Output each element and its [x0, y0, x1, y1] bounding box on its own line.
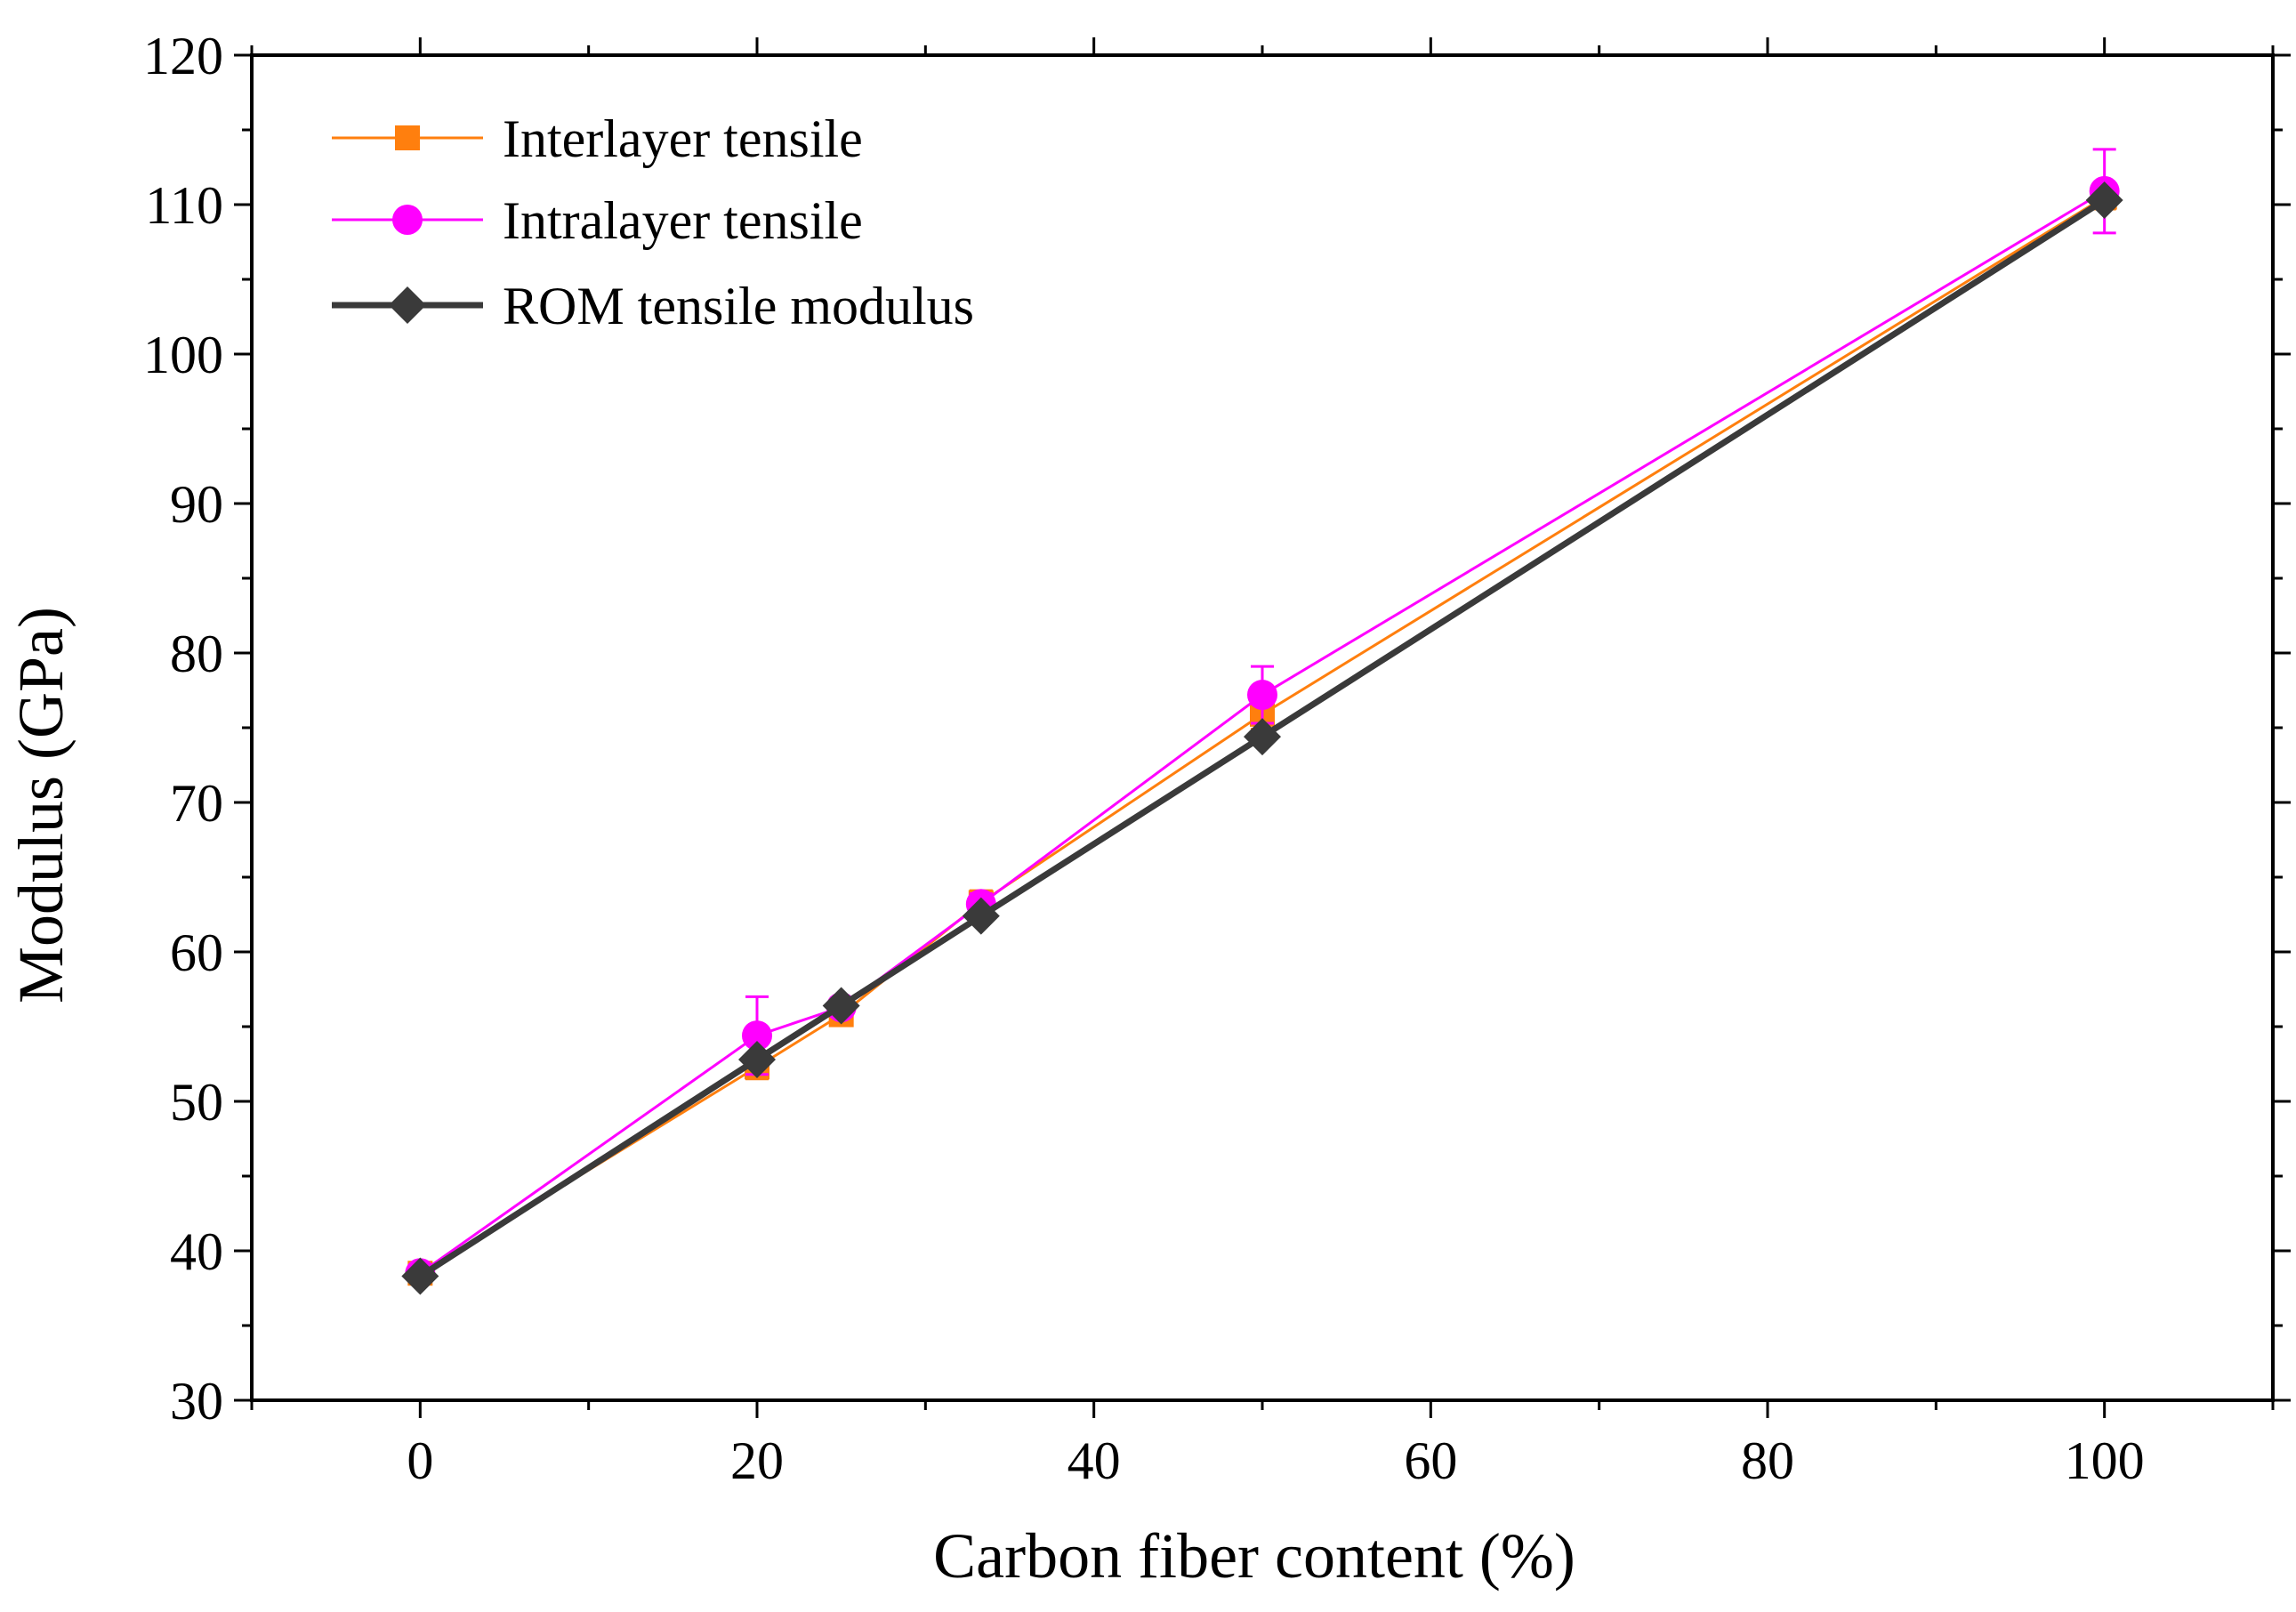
y-tick-label: 70 [170, 774, 223, 833]
y-tick-label: 50 [170, 1073, 223, 1132]
data-point [1247, 680, 1277, 711]
x-tick-label: 40 [1067, 1431, 1121, 1490]
series-line [418, 197, 2107, 1279]
y-tick-label: 80 [170, 625, 223, 683]
series-3 [401, 181, 2123, 1295]
x-tick-label: 80 [1741, 1431, 1794, 1490]
legend-marker [395, 125, 420, 150]
legend-marker [389, 286, 426, 324]
data-point [962, 897, 1000, 935]
data-point [742, 1020, 772, 1052]
x-tick-label: 100 [2065, 1431, 2145, 1490]
data-point [822, 987, 860, 1025]
y-tick-label: 30 [170, 1372, 223, 1431]
legend-label: ROM tensile modulus [503, 277, 974, 335]
data-point [2085, 181, 2123, 219]
x-tick-label: 0 [407, 1431, 433, 1490]
x-tick-label: 20 [730, 1431, 784, 1490]
x-tick-label: 60 [1404, 1431, 1457, 1490]
y-tick-label: 120 [143, 27, 223, 85]
legend-marker [392, 205, 423, 235]
y-axis-title: Modulus (GPa) [5, 607, 77, 1003]
y-tick-label: 110 [145, 176, 223, 235]
y-tick-label: 100 [143, 326, 223, 384]
legend-label: Intralayer tensile [503, 191, 863, 250]
y-tick-label: 90 [170, 475, 223, 534]
data-point [1244, 718, 1281, 756]
data-point [401, 1257, 439, 1295]
legend: Interlayer tensile Intralayer tensile ROM … [332, 109, 974, 335]
series-group [401, 148, 2123, 1295]
x-axis-title: Carbon fiber content (%) [933, 1520, 1575, 1592]
data-point [738, 1040, 776, 1078]
legend-label: Interlayer tensile [503, 109, 863, 168]
series-line [419, 189, 2106, 1275]
y-tick-label: 60 [170, 923, 223, 982]
axis-ticks: 0 20 40 60 80 100 30 40 50 60 70 80 90 100 110 120 [143, 27, 2291, 1490]
y-tick-label: 40 [170, 1222, 223, 1281]
